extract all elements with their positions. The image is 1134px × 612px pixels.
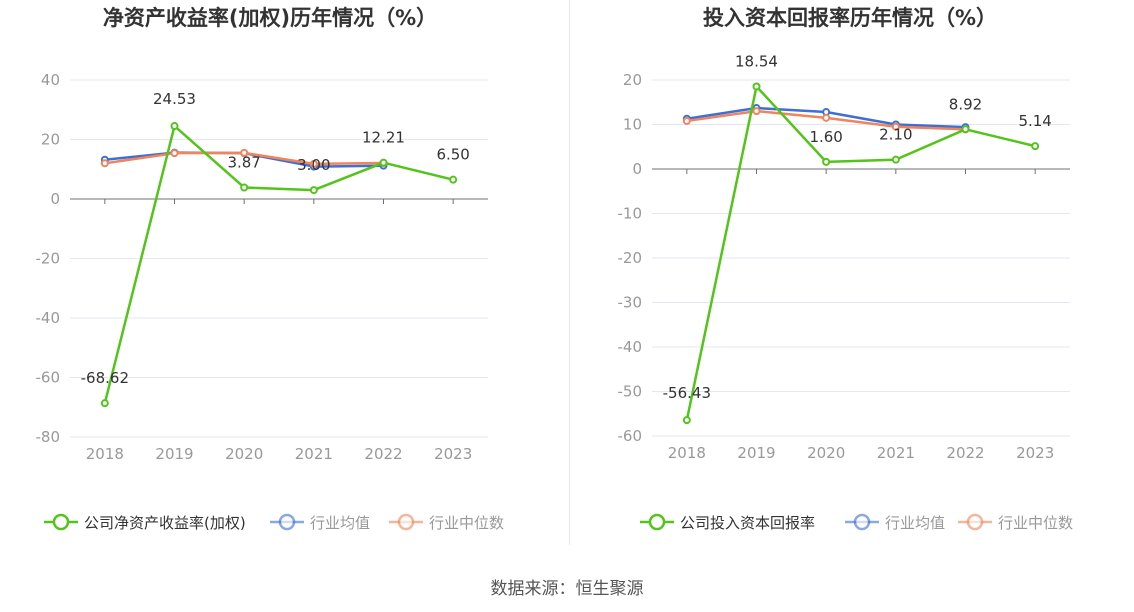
- legend-label: 行业中位数: [998, 514, 1073, 532]
- roe-line-chart: 净资产收益率(加权)历年情况（%） 40 20 0 -20 -40 -60 -80 2018 20…: [36, 6, 505, 532]
- data-label: 18.54: [735, 52, 778, 70]
- legend-item: 行业均值: [270, 513, 370, 532]
- y-tick-label: 20: [623, 71, 642, 89]
- y-tick-label: -20: [618, 249, 643, 267]
- legend-swatch-marker: [52, 513, 70, 531]
- data-label: 6.50: [436, 146, 469, 164]
- data-label: 8.92: [949, 95, 982, 113]
- data-label: -68.62: [81, 369, 129, 387]
- data-point: [682, 116, 691, 125]
- data-point: [752, 82, 761, 91]
- data-point: [170, 149, 179, 158]
- data-point: [1031, 142, 1040, 151]
- data-label: 1.60: [809, 128, 842, 146]
- data-label: 3.00: [297, 156, 330, 174]
- y-tick-label: 0: [50, 190, 60, 208]
- series-line: [685, 85, 1036, 421]
- x-tick-label: 2022: [946, 444, 984, 462]
- data-point: [891, 122, 900, 131]
- x-tick-label: 2022: [364, 445, 402, 463]
- y-tick-label: -60: [618, 427, 643, 445]
- data-point: [379, 158, 388, 167]
- y-tick-label: 40: [41, 71, 60, 89]
- legend-swatch-marker: [278, 513, 296, 531]
- legend-swatch-marker: [966, 513, 984, 531]
- data-source-note: 数据来源：恒生聚源: [0, 574, 1134, 599]
- legend-label: 公司投入资本回报率: [680, 514, 815, 532]
- data-point: [100, 159, 109, 168]
- data-point: [309, 159, 318, 168]
- legend-swatch-marker: [397, 513, 415, 531]
- data-point: [891, 155, 900, 164]
- data-point: [752, 107, 761, 116]
- y-tick-label: -50: [618, 383, 643, 401]
- legend-swatch-marker: [648, 513, 666, 531]
- data-label: 5.14: [1018, 112, 1051, 130]
- x-tick-label: 2020: [807, 444, 845, 462]
- y-tick-label: 20: [41, 131, 60, 149]
- y-tick-label: -20: [36, 250, 61, 268]
- x-tick-label: 2018: [668, 444, 706, 462]
- chart-title: 投入资本回报率历年情况（%）: [703, 6, 997, 30]
- legend-label: 公司净资产收益率(加权): [84, 514, 246, 532]
- legend-label: 行业均值: [885, 514, 945, 532]
- x-tick-label: 2023: [1016, 444, 1054, 462]
- data-point: [822, 157, 831, 166]
- x-tick-label: 2021: [295, 445, 333, 463]
- data-label: 24.53: [153, 90, 196, 108]
- x-tick-label: 2018: [86, 445, 124, 463]
- x-tick-label: 2020: [225, 445, 263, 463]
- panel-divider: [569, 0, 570, 545]
- data-point: [170, 122, 179, 131]
- data-point: [682, 416, 691, 425]
- legend-label: 行业中位数: [429, 514, 504, 532]
- y-tick-label: 10: [623, 116, 642, 134]
- legend-label: 行业均值: [310, 514, 370, 532]
- data-point: [240, 148, 249, 157]
- roic-line-chart: 投入资本回报率历年情况（%） 20 10 0 -10 -20 -30 -40 -50 -60 201…: [618, 6, 1074, 532]
- y-tick-label: -10: [618, 205, 643, 223]
- data-label: 2.10: [879, 126, 912, 144]
- data-point: [961, 125, 970, 134]
- data-label: -56.43: [663, 384, 711, 402]
- y-tick-label: -80: [36, 428, 61, 446]
- data-label: 12.21: [362, 129, 405, 147]
- series-line: [103, 124, 454, 404]
- chart-title: 净资产收益率(加权)历年情况（%）: [103, 6, 437, 30]
- x-tick-label: 2021: [877, 444, 915, 462]
- data-label: 3.87: [227, 153, 260, 171]
- data-point: [240, 183, 249, 192]
- data-source-text: 数据来源：恒生聚源: [490, 579, 644, 599]
- legend-item: 行业中位数: [389, 513, 504, 532]
- roic-chart-panel: 投入资本回报率历年情况（%） 20 10 0 -10 -20 -30 -40 -50 -60 201…: [567, 0, 1134, 560]
- roe-chart-panel: 净资产收益率(加权)历年情况（%） 40 20 0 -20 -40 -60 -80 2018 20…: [0, 0, 567, 560]
- legend-swatch-marker: [853, 513, 871, 531]
- data-point: [822, 113, 831, 122]
- legend-item: 公司净资产收益率(加权): [44, 513, 246, 532]
- data-point: [449, 175, 458, 184]
- y-tick-label: -40: [36, 309, 61, 327]
- y-tick-label: 0: [632, 160, 642, 178]
- x-tick-label: 2019: [155, 445, 193, 463]
- data-point: [309, 186, 318, 195]
- x-tick-label: 2023: [434, 445, 472, 463]
- data-point: [100, 399, 109, 408]
- legend-item: 行业中位数: [958, 513, 1073, 532]
- legend-item: 公司投入资本回报率: [640, 513, 815, 532]
- x-tick-label: 2019: [737, 444, 775, 462]
- y-tick-label: -30: [618, 294, 643, 312]
- y-tick-label: -40: [618, 338, 643, 356]
- legend-item: 行业均值: [845, 513, 945, 532]
- y-tick-label: -60: [36, 369, 61, 387]
